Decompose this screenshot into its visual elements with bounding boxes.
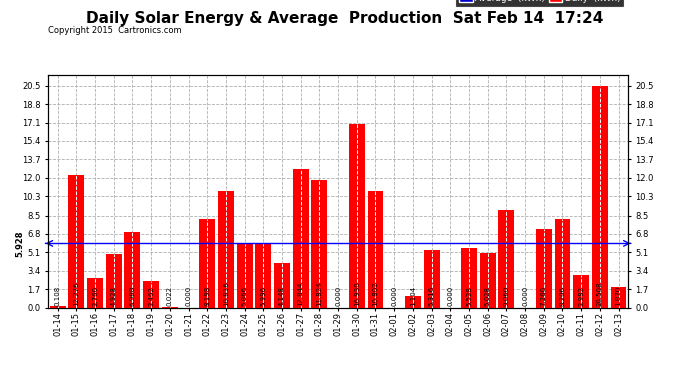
Text: 1.104: 1.104 [410,286,416,306]
Bar [199,219,215,308]
Text: 0.000: 0.000 [391,286,397,306]
Bar [68,175,84,308]
Text: 4.148: 4.148 [279,286,285,306]
Bar [461,248,477,308]
Text: 0.000: 0.000 [335,286,341,306]
Text: 5.866: 5.866 [241,286,248,306]
Bar [349,124,365,308]
Text: 12.844: 12.844 [297,282,304,306]
Text: 5.996: 5.996 [260,286,266,306]
Text: 16.930: 16.930 [354,282,359,306]
Text: 9.060: 9.060 [504,286,509,306]
Bar [536,229,552,308]
Bar [424,250,440,307]
Text: 1.870: 1.870 [615,286,622,306]
Text: 12.276: 12.276 [73,282,79,306]
Bar [144,281,159,308]
Text: 20.508: 20.508 [597,282,603,306]
Text: 11.824: 11.824 [317,282,322,306]
Text: 2.760: 2.760 [92,286,98,306]
Bar [293,169,308,308]
Bar [405,296,421,307]
Text: 4.928: 4.928 [110,286,117,306]
Bar [573,275,589,308]
Bar [555,219,571,308]
Legend: Average  (kWh), Daily  (kWh): Average (kWh), Daily (kWh) [456,0,623,6]
Text: 5.528: 5.528 [466,286,472,306]
Bar [498,210,514,308]
Text: 0.000: 0.000 [522,286,528,306]
Text: 2.982: 2.982 [578,286,584,306]
Text: 0.108: 0.108 [55,286,61,306]
Text: 0.000: 0.000 [447,286,453,306]
Bar [480,253,495,308]
Text: 10.802: 10.802 [373,282,379,306]
Bar [87,278,103,308]
Bar [274,262,290,308]
Text: 8.198: 8.198 [204,286,210,306]
Text: 5.928: 5.928 [16,230,25,256]
Bar [50,306,66,308]
Text: 2.462: 2.462 [148,286,154,306]
Text: Daily Solar Energy & Average  Production  Sat Feb 14  17:24: Daily Solar Energy & Average Production … [86,11,604,26]
Text: 0.022: 0.022 [167,286,172,306]
Bar [218,190,234,308]
Text: 5.316: 5.316 [428,286,435,306]
Bar [255,243,271,308]
Bar [237,244,253,308]
Bar [611,287,627,308]
Bar [592,86,608,308]
Text: 0.000: 0.000 [186,286,192,306]
Text: 10.816: 10.816 [223,282,229,306]
Text: 7.260: 7.260 [541,286,546,306]
Text: 6.988: 6.988 [130,286,135,306]
Text: 5.028: 5.028 [484,286,491,306]
Bar [106,254,121,308]
Bar [368,191,384,308]
Bar [311,180,327,308]
Bar [124,232,140,308]
Text: Copyright 2015  Cartronics.com: Copyright 2015 Cartronics.com [48,26,182,35]
Text: 8.206: 8.206 [560,286,566,306]
